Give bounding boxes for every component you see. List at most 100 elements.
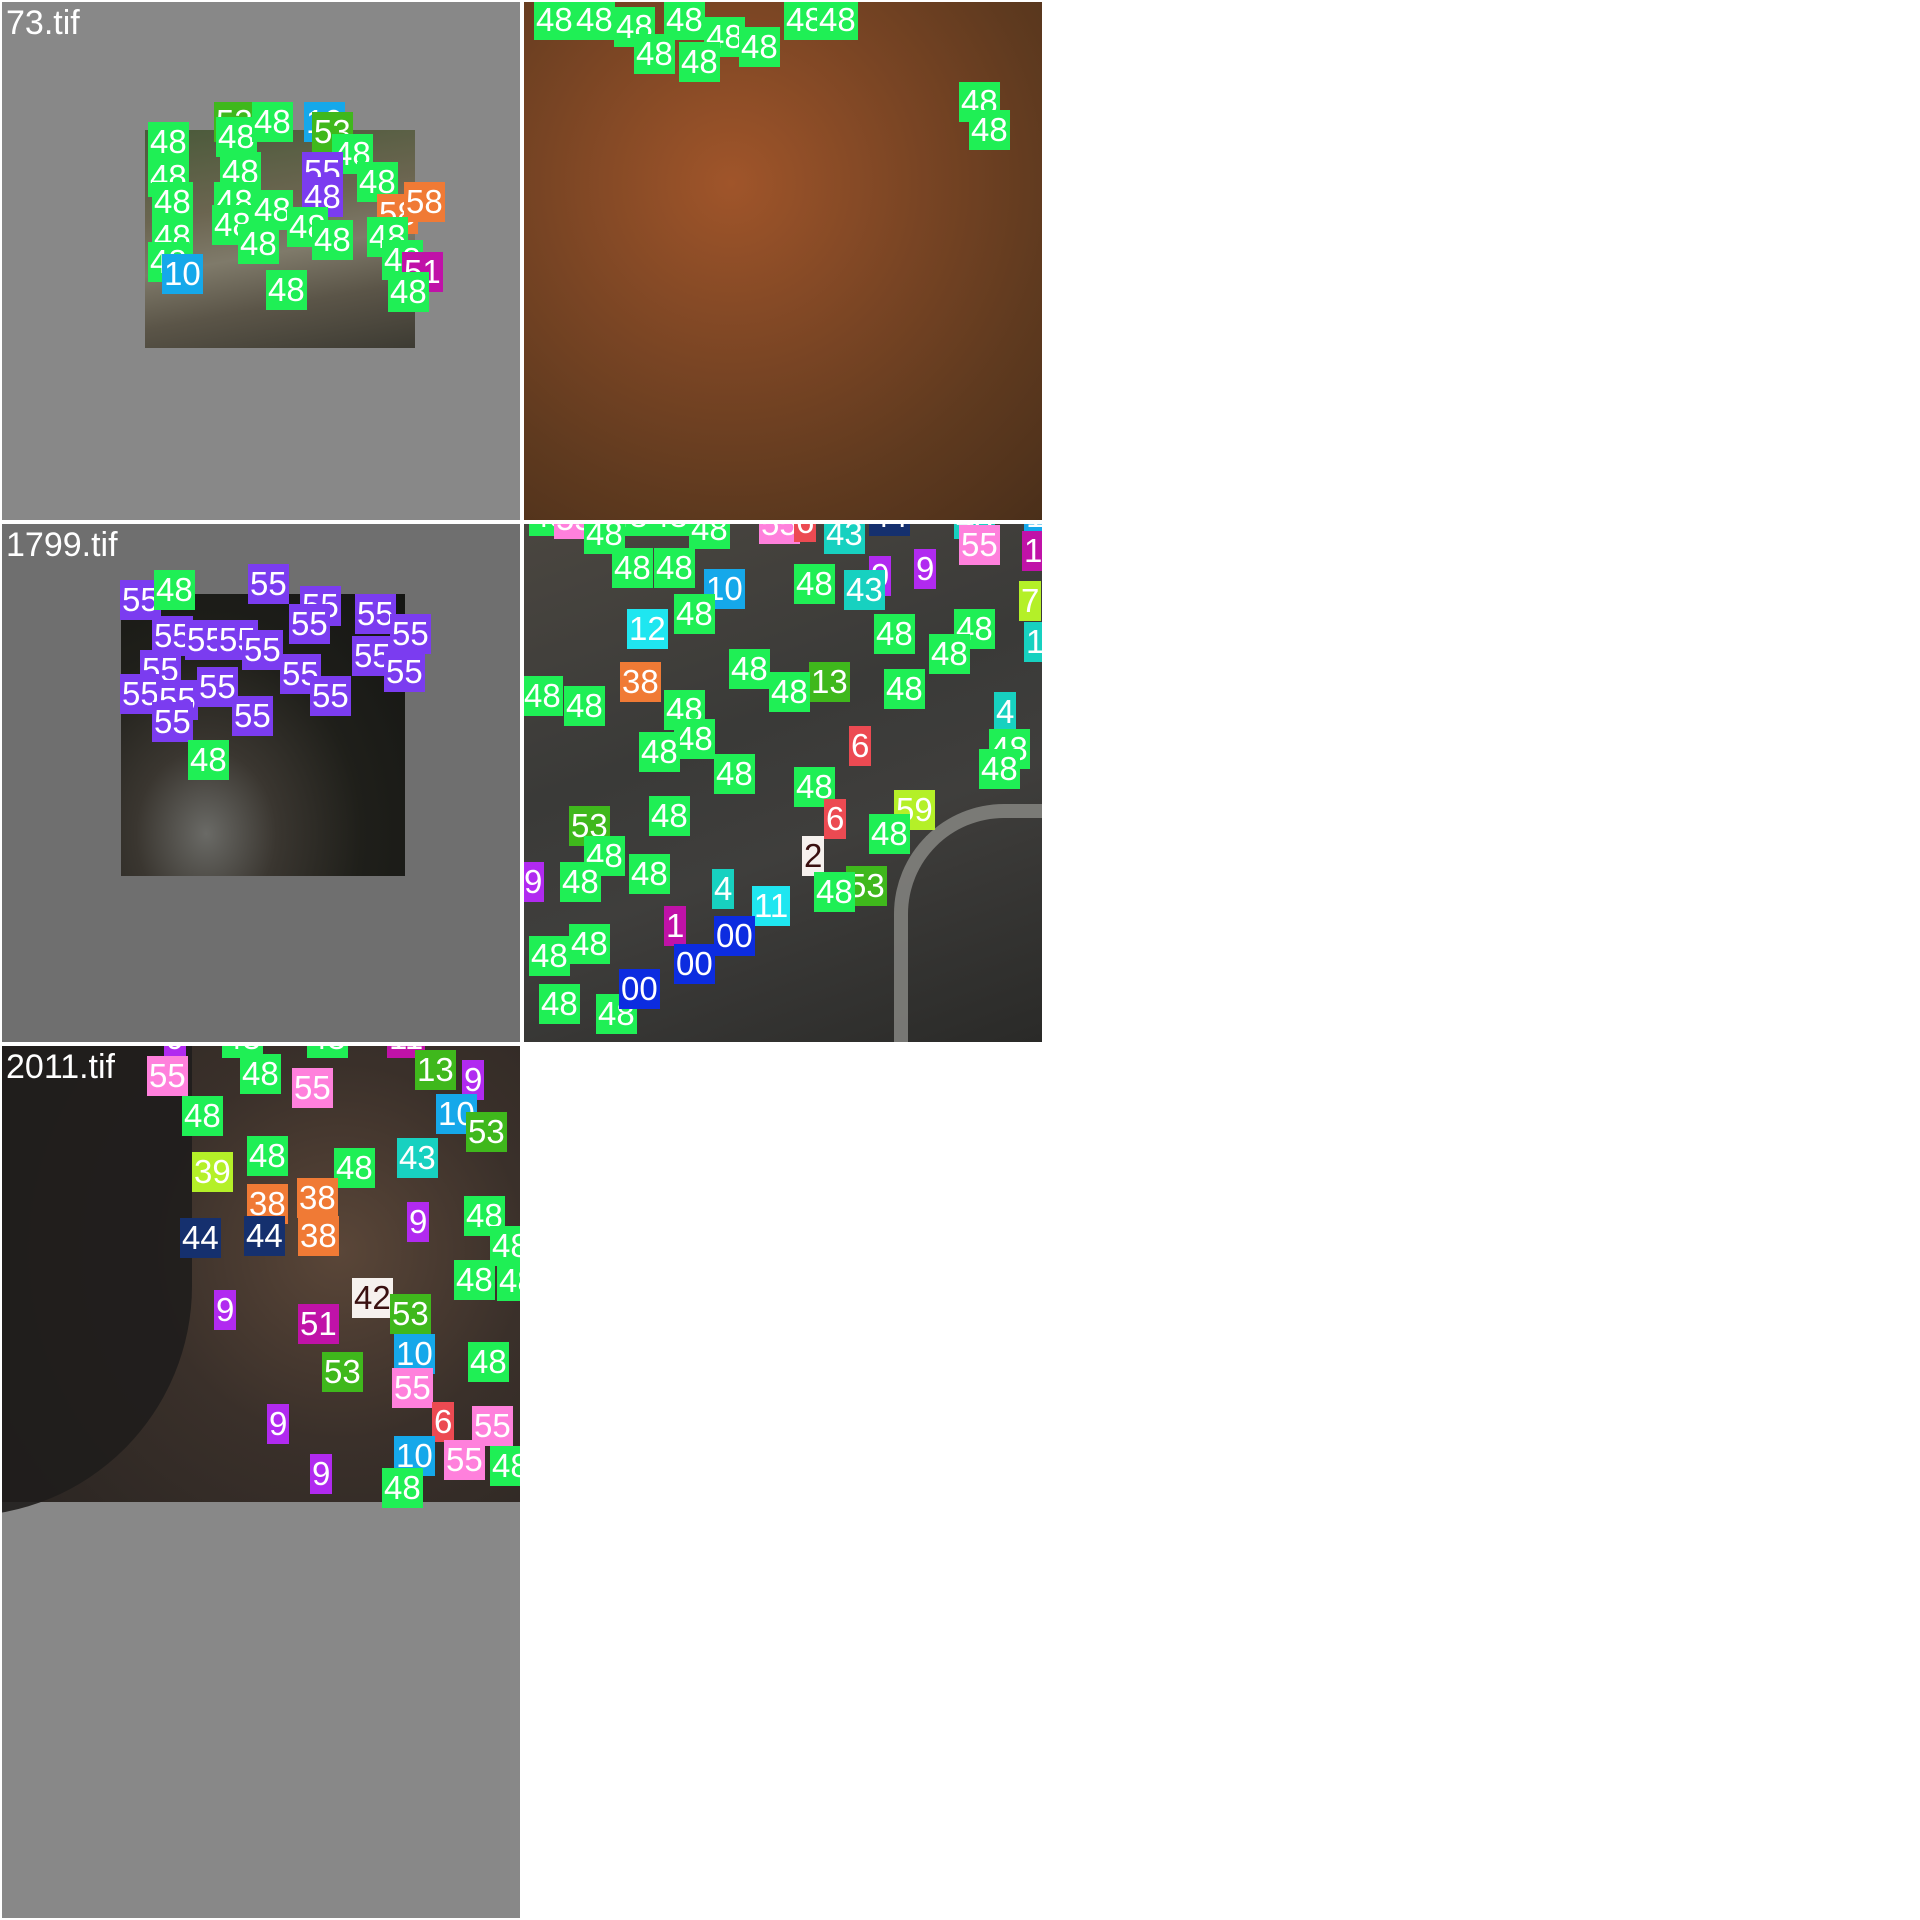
detection-label: 9 (164, 1046, 187, 1058)
detection-label: 9 (524, 862, 545, 902)
detection-label: 48 (307, 1046, 348, 1058)
detection-label: 55 (444, 1440, 485, 1480)
detection-label: 55 (197, 667, 238, 707)
tile-filename: 73.tif (6, 4, 80, 42)
detection-label: 55 (152, 702, 193, 742)
detection-label: 48 (454, 1260, 495, 1300)
detection-label: 9 (214, 1290, 237, 1330)
detection-label: 9 (267, 1404, 290, 1444)
detection-label: 55 (390, 614, 431, 654)
detection-label: 6 (432, 1402, 455, 1442)
detection-label: 48 (266, 270, 307, 310)
detection-label: 48 (382, 1468, 423, 1508)
detection-label: 55 (242, 630, 283, 670)
detection-label: 48 (814, 872, 855, 912)
detection-label: 48 (739, 27, 780, 67)
detection-label: 48 (649, 796, 690, 836)
detection-label: 48 (216, 117, 257, 157)
detection-label: 6 (794, 524, 817, 542)
detection-label: 13 (809, 662, 850, 702)
detection-label: 38 (298, 1216, 339, 1256)
detection-label: 48 (874, 614, 915, 654)
detection-label: 11 (752, 886, 791, 926)
detection-label: 48 (182, 1096, 223, 1136)
tile-top-right: 48 48 48 48 48 48 48 48 48 48 48 48 (524, 2, 1042, 520)
detection-label: 48 (490, 1446, 520, 1486)
detection-label: 48 (869, 814, 910, 854)
detection-label: 58 (404, 182, 445, 222)
runway-marking (894, 804, 1042, 1042)
detection-label: 53 (466, 1112, 507, 1152)
detection-label: 1 (664, 906, 687, 946)
detection-label: 48 (247, 1136, 288, 1176)
detection-label: 6 (849, 726, 872, 766)
tile-filename: 1799.tif (6, 526, 118, 564)
detection-label: 43 (844, 570, 885, 610)
detection-label: 48 (639, 732, 680, 772)
detection-label: 55 (310, 676, 351, 716)
detection-label: 4 (994, 692, 1017, 732)
detection-label: 48 (969, 110, 1010, 150)
detection-label: 55 (248, 564, 289, 604)
tile-73: 73.tif 48 53 48 48 10 53 48 48 48 55 48 … (2, 2, 520, 520)
detection-label: 48 (468, 1342, 509, 1382)
detection-label: 12 (627, 609, 668, 649)
detection-label: 48 (534, 2, 575, 40)
detection-label: 48 (497, 1261, 520, 1301)
detection-label: 55 (292, 1068, 333, 1108)
detection-label: 48 (524, 676, 563, 716)
detection-label: 48 (529, 936, 570, 976)
detection-label: 48 (569, 924, 610, 964)
detection-label: 55 (472, 1406, 513, 1446)
detection-label: 55 (355, 594, 396, 634)
detection-label: 4 (712, 869, 735, 909)
detection-label: 13 (415, 1050, 456, 1090)
detection-label: 48 (714, 754, 755, 794)
detection-label: 48 (674, 719, 715, 759)
detection-label: 48 (679, 42, 720, 82)
detection-label: 39 (192, 1152, 233, 1192)
detection-label: 55 (959, 525, 1000, 565)
detection-label: 48 (152, 182, 193, 222)
detection-label: 48 (979, 749, 1020, 789)
detection-label: 44 (244, 1216, 285, 1256)
detection-label: 38 (297, 1178, 338, 1218)
detection-label: 48 (490, 1226, 520, 1266)
detection-label: 48 (148, 122, 189, 162)
detection-label: 1 (1022, 531, 1042, 571)
detection-label: 48 (238, 224, 279, 264)
detection-label: 9 (407, 1202, 430, 1242)
detection-label: 55 (392, 1368, 433, 1408)
detection-label: 48 (729, 649, 770, 689)
detection-label: 48 (817, 2, 858, 40)
detection-label: 48 (252, 102, 293, 142)
detection-label: 48 (689, 524, 730, 549)
detection-label: 48 (584, 524, 625, 554)
detection-label: 2 (802, 836, 825, 876)
detection-label: 48 (629, 854, 670, 894)
detection-label: 44 (869, 524, 910, 536)
detection-label: 9 (914, 549, 937, 589)
detection-label: 48 (574, 2, 615, 40)
detection-label: 48 (312, 220, 353, 260)
detection-label: 14 (1024, 622, 1042, 662)
detection-label: 43 (824, 524, 865, 554)
detection-label: 48 (794, 767, 835, 807)
detection-label: 48 (884, 669, 925, 709)
detection-label: 51 (298, 1304, 339, 1344)
detection-label: 48 (564, 686, 605, 726)
detection-label: 9 (462, 1060, 485, 1100)
detection-label: 48 (654, 548, 695, 588)
tile-1799: 1799.tif 55 48 55 55 55 55 55 55 55 55 5… (2, 524, 520, 1042)
detection-label: 55 (384, 652, 425, 692)
tile-2011: 2011.tif 9 48 48 11 13 48 55 55 9 48 10 … (2, 1046, 520, 1918)
detection-label: 9 (310, 1454, 333, 1494)
detection-label: 55 (289, 604, 330, 644)
detection-label: 48 (188, 740, 229, 780)
detection-label: 7 (1019, 581, 1042, 621)
detection-label: 48 (664, 2, 705, 40)
detection-label: 43 (397, 1138, 438, 1178)
detection-label: 10 (162, 254, 203, 294)
detection-label: 48 (649, 524, 690, 536)
detection-label: 48 (634, 34, 675, 74)
